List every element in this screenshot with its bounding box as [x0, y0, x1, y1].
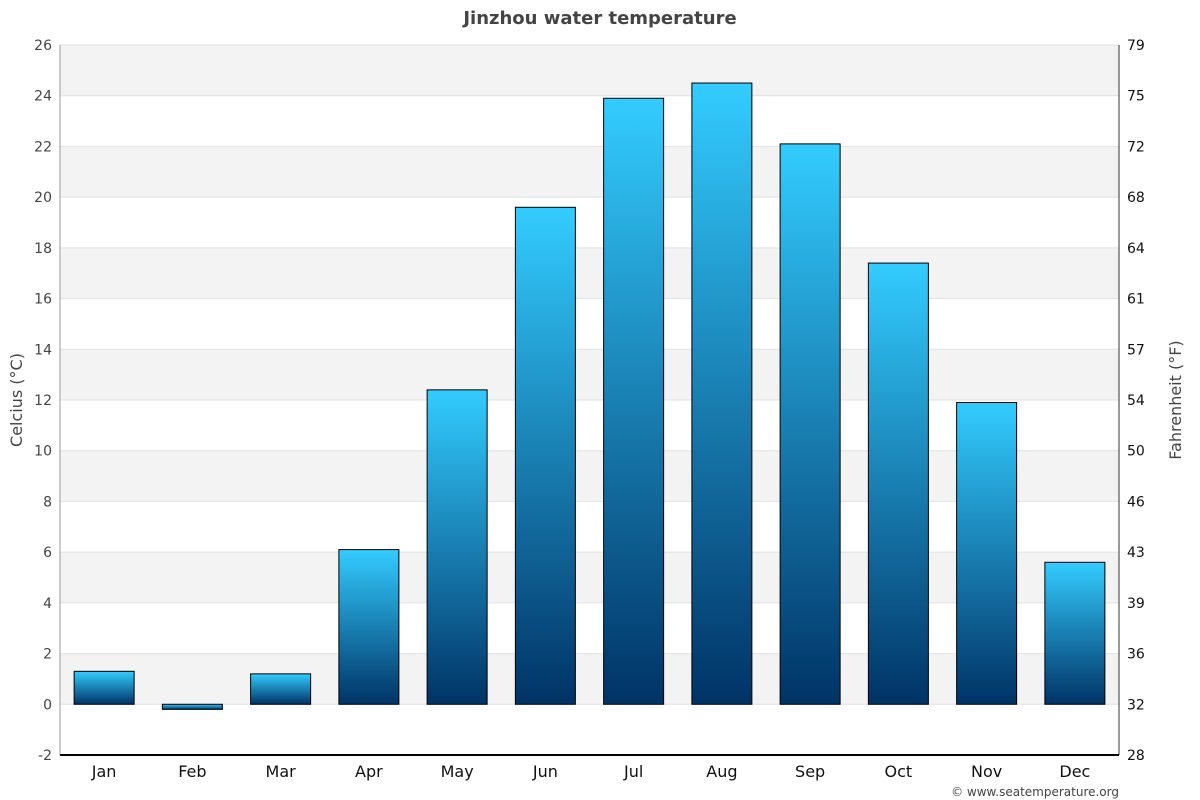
x-tick-label: Dec: [1059, 762, 1090, 781]
y-tick-label-right: 28: [1127, 748, 1145, 764]
grid-band: [60, 349, 1119, 400]
x-tick-label: Apr: [355, 762, 383, 781]
y-tick-label-right: 50: [1127, 444, 1145, 460]
bar-jan: [73, 670, 135, 705]
bar-oct: [867, 262, 929, 705]
y-tick-label-left: 8: [43, 494, 52, 510]
x-tick-label: Sep: [795, 762, 825, 781]
y-tick-label-right: 36: [1127, 647, 1145, 663]
grid-band: [60, 247, 1119, 299]
y-tick-label-right: 57: [1127, 342, 1145, 358]
y-tick-label-left: 12: [34, 393, 52, 409]
y-tick-label-left: 24: [34, 89, 52, 105]
bar-sep: [779, 143, 841, 705]
y-tick-label-right: 32: [1127, 697, 1145, 713]
grid-band: [60, 653, 1119, 705]
x-tick-label: May: [441, 762, 474, 781]
x-tick-label: Feb: [178, 762, 206, 781]
y-tick-label-left: 20: [34, 190, 52, 206]
bar-aug: [691, 82, 753, 705]
y-tick-label-left: 4: [43, 596, 52, 612]
y-tick-label-left: 6: [43, 545, 52, 561]
bar-feb: [161, 703, 223, 710]
chart-title: Jinzhou water temperature: [461, 8, 736, 29]
grid-band: [60, 450, 1119, 502]
y-axis-label-right: Fahrenheit (°F): [1166, 340, 1185, 459]
y-tick-label-right: 39: [1127, 596, 1145, 612]
y-tick-label-left: 16: [34, 292, 52, 308]
bar-mar: [250, 673, 312, 705]
bar-dec: [1044, 561, 1106, 705]
y-tick-label-left: 10: [34, 444, 52, 460]
y-tick-label-right: 46: [1127, 494, 1145, 510]
y-tick-label-right: 72: [1127, 139, 1145, 155]
grid-band: [60, 146, 1119, 198]
y-tick-label-left: 22: [34, 139, 52, 155]
y-tick-label-left: 2: [43, 647, 52, 663]
y-tick-label-right: 43: [1127, 545, 1145, 561]
y-tick-label-left: 18: [34, 241, 52, 257]
x-tick-label: Mar: [266, 762, 297, 781]
grid-band: [60, 552, 1119, 603]
bar-nov: [956, 402, 1018, 705]
x-tick-label: Aug: [706, 762, 737, 781]
y-tick-label-left: 0: [43, 697, 52, 713]
x-tick-label: Jan: [91, 762, 117, 781]
x-tick-label: Jun: [532, 762, 558, 781]
y-tick-label-right: 79: [1127, 38, 1145, 54]
bar-may: [426, 389, 488, 705]
y-tick-label-right: 68: [1127, 190, 1145, 206]
bar-apr: [338, 549, 400, 705]
y-tick-label-left: 14: [34, 342, 52, 358]
y-axis-label-left: Celcius (°C): [7, 353, 26, 447]
y-tick-label-left: -2: [38, 748, 52, 764]
y-tick-label-left: 26: [34, 38, 52, 54]
y-tick-label-right: 54: [1127, 393, 1145, 409]
grid-band: [60, 45, 1119, 96]
y-tick-label-right: 61: [1127, 292, 1145, 308]
x-tick-label: Oct: [885, 762, 913, 781]
y-tick-label-right: 75: [1127, 89, 1145, 105]
x-tick-label: Nov: [971, 762, 1002, 781]
bar-jun: [514, 206, 576, 705]
bar-jul: [603, 97, 665, 705]
x-tick-label: Jul: [623, 762, 643, 781]
credit[interactable]: © www.seatemperature.org: [951, 785, 1119, 799]
y-tick-label-right: 64: [1127, 241, 1145, 257]
